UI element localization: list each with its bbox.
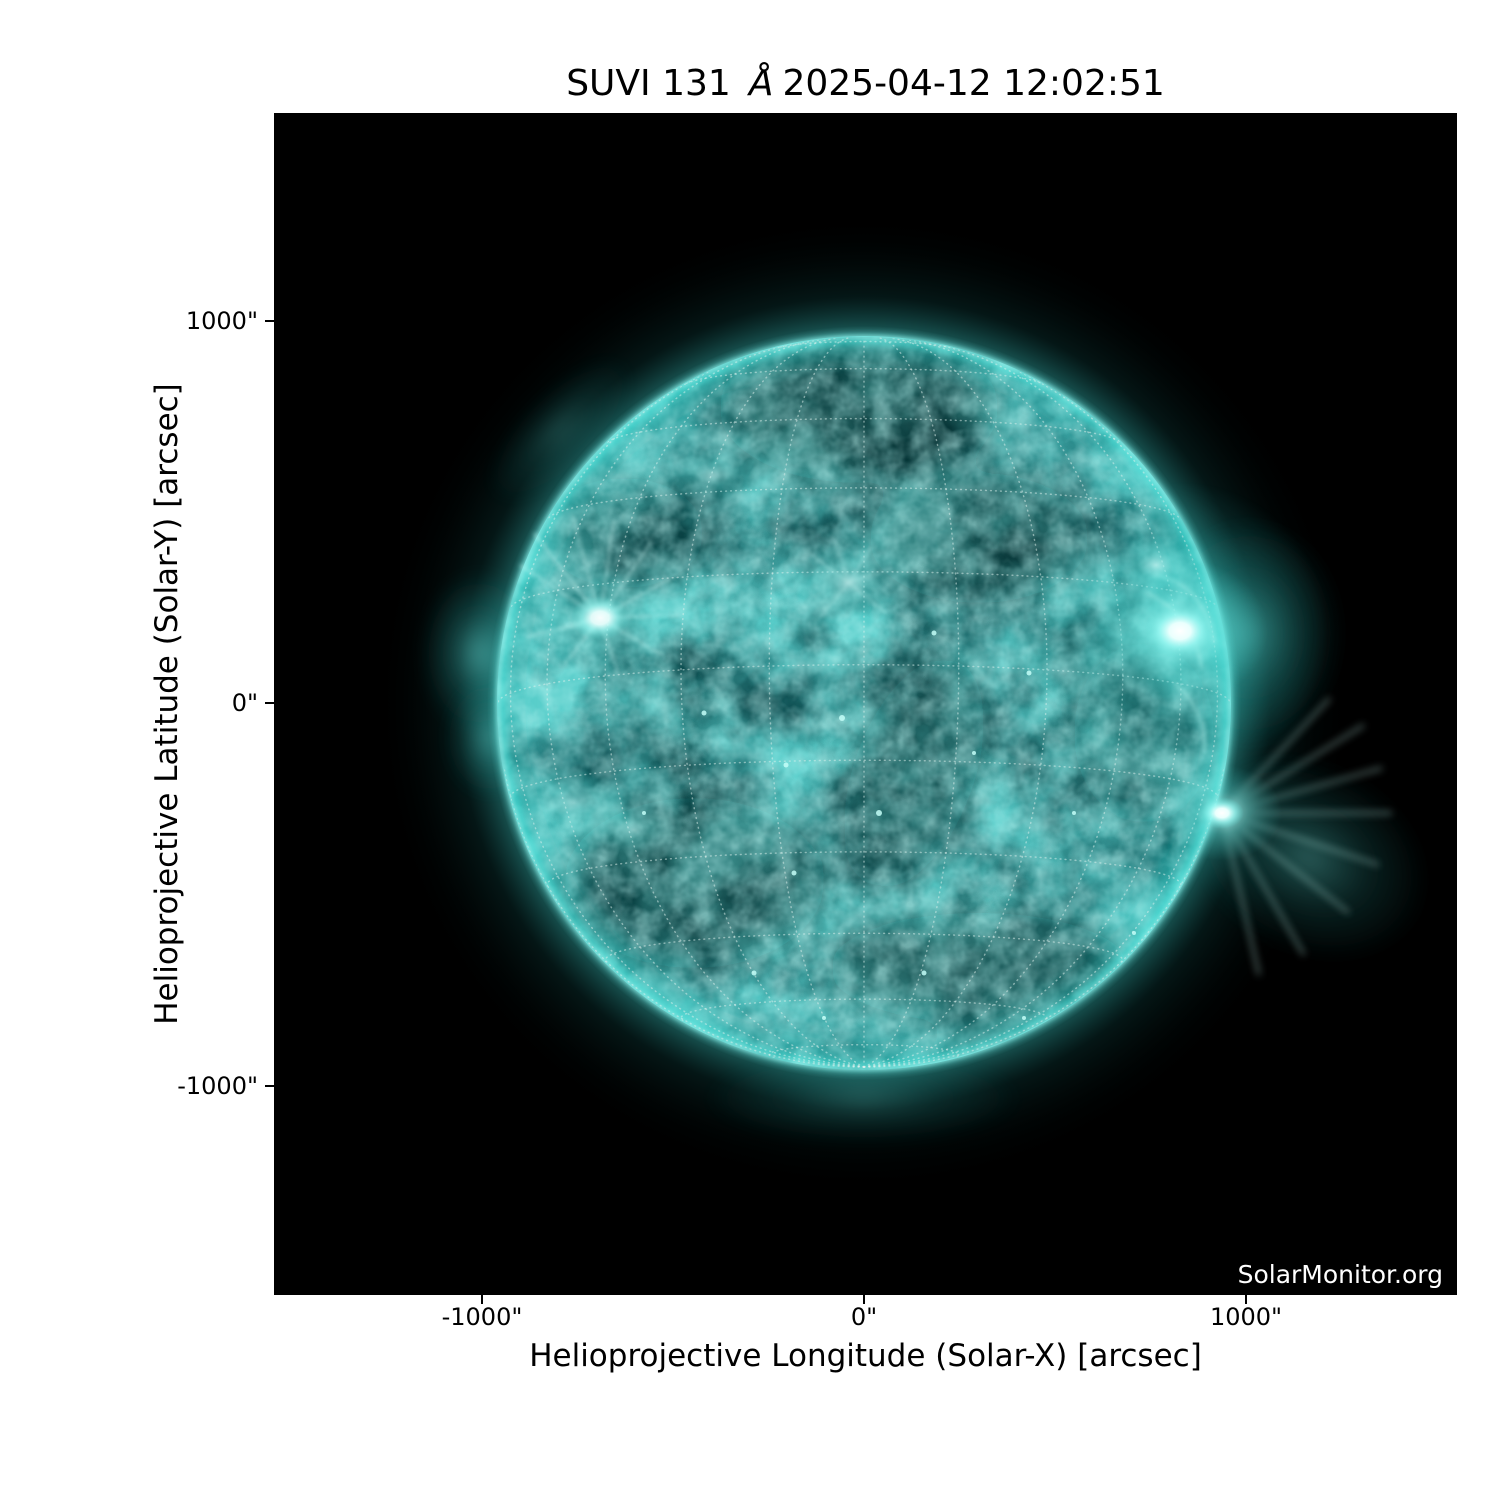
y-tick-mark-0: [265, 702, 274, 704]
plot-area: SolarMonitor.org: [274, 113, 1457, 1295]
title-datetime: 2025-04-12 12:02:51: [782, 63, 1165, 104]
bright-points: [642, 630, 1136, 1020]
y-tick-mark-1000: [265, 320, 274, 322]
x-tick-label-1000: 1000": [1209, 1303, 1283, 1331]
y-tick-label-1000: 1000": [185, 307, 258, 335]
plot-title: SUVI 131 Å 2025-04-12 12:02:51: [274, 62, 1457, 108]
y-axis-label: Helioprojective Latitude (Solar-Y) [arcs…: [149, 383, 185, 1025]
title-wavelength-angstrom: Å: [748, 63, 774, 104]
watermark: SolarMonitor.org: [1237, 1260, 1443, 1289]
x-tick-mark-1000: [1245, 1295, 1247, 1304]
y-tick-mark-neg1000: [265, 1085, 274, 1087]
x-axis-label: Helioprojective Longitude (Solar-X) [arc…: [529, 1338, 1202, 1374]
x-tick-mark-neg1000: [481, 1295, 483, 1304]
sun-image: [374, 213, 1429, 1193]
x-tick-label-neg1000: -1000": [441, 1303, 523, 1331]
y-tick-label-0: 0": [231, 689, 258, 717]
x-tick-label-0: 0": [850, 1303, 878, 1331]
title-instrument: SUVI 131: [566, 63, 731, 104]
x-tick-mark-0: [863, 1295, 865, 1304]
active-regions: [519, 421, 1392, 1020]
y-tick-label-neg1000: -1000": [177, 1072, 258, 1100]
